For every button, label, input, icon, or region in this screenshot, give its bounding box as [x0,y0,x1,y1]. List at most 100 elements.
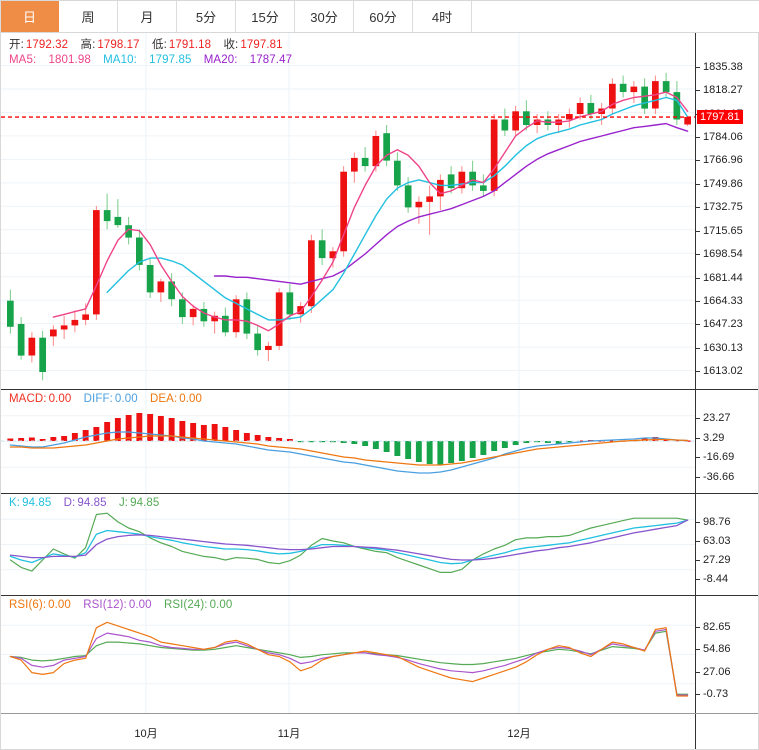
axis-tick-mark [696,230,700,232]
axis-tick-label: 54.86 [703,643,731,656]
axis-tick-label: 1818.27 [703,84,743,97]
timeframe-tab-label: 日 [22,10,36,25]
time-axis-label: 12月 [507,728,531,740]
axis-tick-label: 1715.65 [703,224,743,237]
timeframe-tab-bar: 日 周 月 5分 15分 30分 60分 4时 [0,0,759,33]
timeframe-tab-label: 60分 [369,10,397,25]
axis-tick-label: 27.29 [703,554,731,567]
axis-tick-mark [696,693,700,695]
ohlc-legend: 开: 1792.32 高: 1798.17 低: 1791.18 收: 1797.81 … [9,36,310,66]
macd-plot-area[interactable] [1,390,695,493]
axis-tick-label: 1835.38 [703,60,743,73]
axis-tick-mark [696,521,700,523]
close-label: 收: [223,39,239,51]
timeframe-tab-label: 15分 [251,10,279,25]
timeframe-tab-label: 30分 [310,10,338,25]
axis-tick-label: 63.03 [703,534,731,547]
timeframe-tab-1[interactable]: 周 [59,1,118,32]
axis-tick-mark [696,579,700,581]
axis-tick-label: -16.69 [703,451,735,464]
axis-tick-mark [696,207,700,209]
close-value: 1797.81 [240,39,283,51]
time-axis-label: 10月 [134,728,158,740]
ma10-value: 1797.85 [149,54,192,66]
ma20-label: MA20: [203,54,238,66]
macd-panel: MACD: 0.00 DIFF: 0.00 DEA: 0.00 23.27 3.29 -1… [1,389,758,493]
axis-tick-label: 1698.54 [703,248,743,261]
diff-value: 0.00 [114,393,138,405]
axis-tick-mark [696,347,700,349]
rsi-plot-area[interactable] [1,596,695,713]
axis-tick-label: 1681.44 [703,271,743,284]
macd-axis: 23.27 3.29 -16.69 -36.66 [695,390,758,493]
axis-tick-mark [696,417,700,419]
timeframe-tab-label: 4时 [431,10,453,25]
rsi-axis: 82.65 54.86 27.06 -0.73 [695,596,758,713]
kdj-legend: K: 94.85 D: 94.85 J: 94.85 [9,497,168,509]
dea-value: 0.00 [179,393,203,405]
timeframe-tab-0[interactable]: 日 [0,1,59,32]
axis-tick-label: 1613.02 [703,365,743,378]
axis-tick-mark [696,437,700,439]
open-value: 1792.32 [25,39,69,51]
axis-tick-label: 3.29 [703,431,725,444]
diff-label: DIFF: [83,393,113,405]
k-label: K: [9,497,21,509]
time-axis-label: 11月 [277,728,301,740]
rsi12-label: RSI(12): [83,599,127,611]
timeframe-tab-4[interactable]: 15分 [236,1,295,32]
axis-tick-mark [696,160,700,162]
price-plot-area[interactable] [1,33,695,389]
axis-tick-label: 27.06 [703,665,731,678]
macd-value: 0.00 [48,393,72,405]
axis-tick-mark [696,254,700,256]
axis-tick-mark [696,477,700,479]
timeframe-tab-label: 5分 [195,10,217,25]
timeframe-tab-7[interactable]: 4时 [413,1,472,32]
axis-tick-label: 1732.75 [703,201,743,214]
time-axis: 10月 11月 12月 [1,713,758,749]
k-value: 94.85 [22,497,52,509]
timeframe-tab-2[interactable]: 月 [118,1,177,32]
axis-tick-label: -8.44 [703,573,729,586]
rsi24-label: RSI(24): [163,599,208,611]
axis-tick-label: -36.66 [703,471,735,484]
low-label: 低: [151,39,167,51]
timeframe-tab-3[interactable]: 5分 [177,1,236,32]
axis-tick-mark [696,324,700,326]
axis-tick-mark [696,277,700,279]
rsi-panel: RSI(6): 0.00 RSI(12): 0.00 RSI(24): 0.00 82… [1,595,758,713]
axis-tick-label: 1766.96 [703,154,743,167]
axis-tick-label: 1749.86 [703,177,743,190]
j-label: J: [118,497,129,509]
axis-tick-mark [696,66,700,68]
time-axis-corner [695,714,758,749]
macd-label: MACD: [9,393,47,405]
kdj-plot-area[interactable] [1,494,695,595]
chart-frame: 开: 1792.32 高: 1798.17 低: 1791.18 收: 1797.81 … [0,33,759,750]
kdj-panel: K: 94.85 D: 94.85 J: 94.85 98.76 63.03 27.29-… [1,493,758,595]
low-value: 1791.18 [168,39,212,51]
rsi-legend: RSI(6): 0.00 RSI(12): 0.00 RSI(24): 0.00 [9,599,241,611]
rsi24-value: 0.00 [209,599,233,611]
tab-bar-filler [472,1,759,32]
ma10-label: MA10: [103,54,137,66]
timeframe-tab-5[interactable]: 30分 [295,1,354,32]
price-axis: 1835.381818.271801.171784.061766.961749.… [695,33,758,389]
ma5-label: MA5: [9,54,37,66]
timeframe-tab-label: 周 [81,10,95,25]
ma5-value: 1801.98 [48,54,91,66]
open-label: 开: [9,39,24,51]
axis-tick-label: 1784.06 [703,131,743,143]
axis-tick-mark [696,371,700,373]
price-panel: 开: 1792.32 高: 1798.17 低: 1791.18 收: 1797.81 … [1,33,758,389]
rsi6-value: 0.00 [48,599,71,611]
rsi12-value: 0.00 [128,599,152,611]
axis-tick-mark [696,671,700,673]
timeframe-tab-6[interactable]: 60分 [354,1,413,32]
high-value: 1798.17 [97,39,140,51]
axis-tick-label: 98.76 [703,515,731,528]
axis-tick-label: -0.73 [703,687,729,700]
axis-tick-mark [696,301,700,302]
